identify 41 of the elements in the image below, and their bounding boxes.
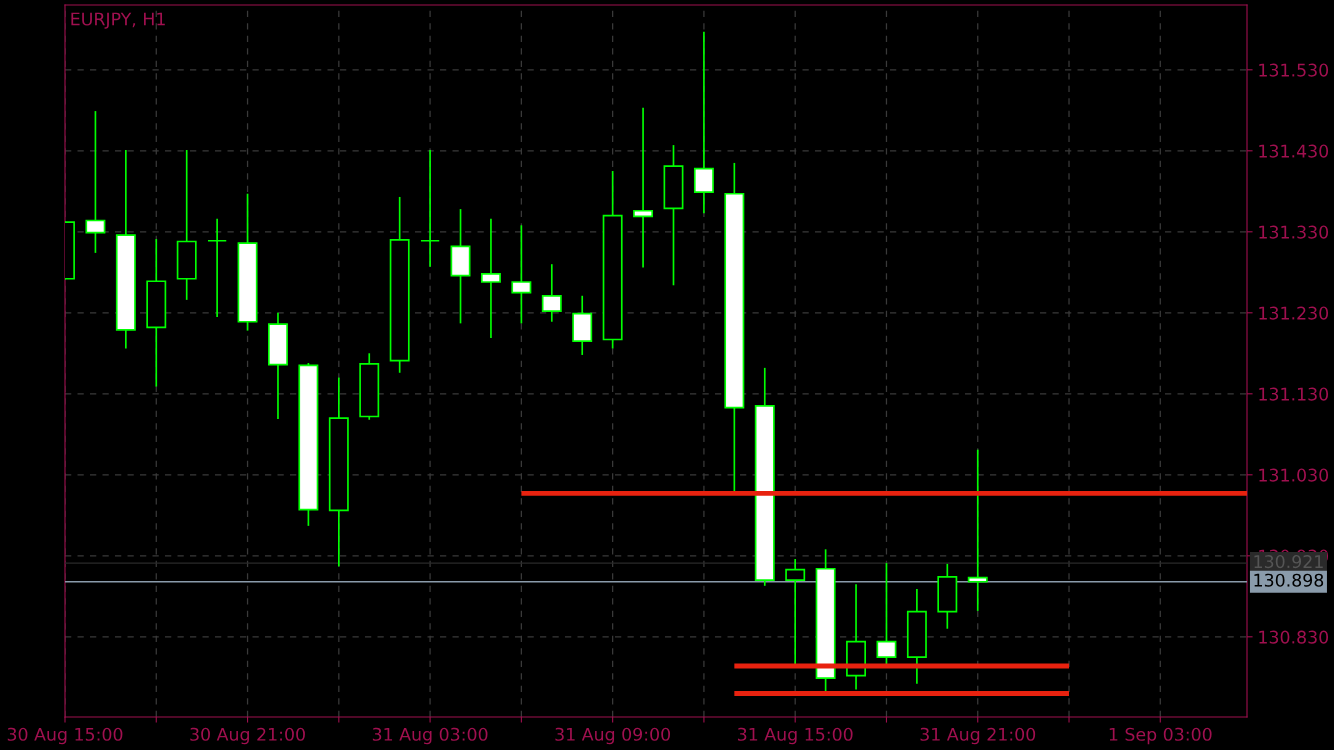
y-tick-label: 131.130 [1259,387,1329,401]
candlestick [572,295,593,355]
ref-line-label: 130.898 [1254,573,1324,587]
y-tick-label: 131.030 [1259,468,1329,482]
candlestick [693,31,714,214]
candlestick [450,209,471,324]
candlestick [754,367,775,586]
y-tick-label: 131.530 [1259,63,1329,77]
y-tick-label: 131.330 [1259,225,1329,239]
candlestick [480,218,501,338]
chart-title: EURJPY, H1 [71,12,165,29]
candlestick [785,559,806,666]
y-tick-label: 130.830 [1259,630,1329,644]
x-tick-label: 31 Aug 03:00 [372,727,488,745]
candlestick [724,162,745,494]
candlestick [207,218,228,317]
candlestick [906,588,927,684]
candlestick [268,312,288,419]
candlestick [511,225,532,324]
candlestick [663,145,684,286]
candlestick [115,149,136,349]
candlestick [633,107,654,268]
x-tick-label: 30 Aug 21:00 [190,727,305,745]
candlestick [328,377,349,567]
candlestick [846,584,867,690]
candlestick [85,111,106,253]
candlestick [146,239,167,387]
y-tick-label: 131.230 [1259,306,1329,320]
candlestick [176,149,197,300]
x-tick-label: 31 Aug 09:00 [555,727,671,745]
x-tick-label: 31 Aug 15:00 [737,727,853,745]
candlestick [420,149,441,267]
candlestick [937,563,958,629]
candlestick [541,264,562,322]
x-tick-label: 31 Aug 21:00 [920,727,1036,745]
candlestick [967,449,988,611]
y-tick-label: 131.430 [1259,144,1329,158]
candlestick [359,353,380,420]
candlestick [389,196,410,373]
x-tick-label: 1 Sep 03:00 [1109,727,1212,745]
x-tick-label: 30 Aug 15:00 [7,727,123,745]
